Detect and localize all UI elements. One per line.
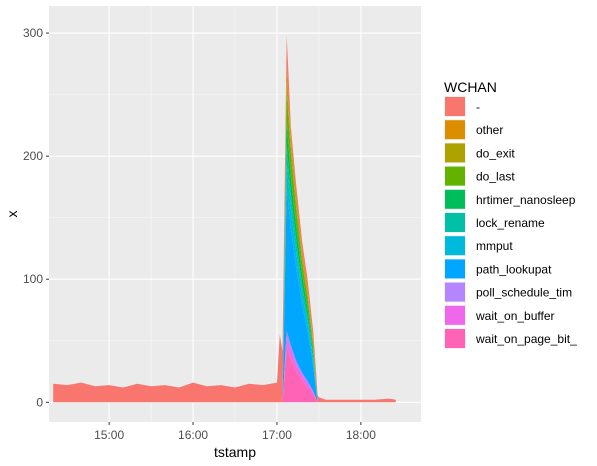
legend-label: poll_schedule_tim (476, 286, 572, 300)
x-tick-label: 17:00 (262, 428, 292, 442)
legend-label: - (476, 100, 480, 114)
y-tick-label: 0 (36, 395, 43, 409)
legend-label: mmput (476, 239, 513, 253)
area-series-6 (53, 164, 396, 403)
legend-key-swatch (445, 143, 465, 163)
legend-key-swatch (445, 213, 465, 232)
legend-key-swatch (445, 329, 465, 348)
legend-key-swatch (445, 282, 465, 302)
area-layers (53, 35, 396, 403)
y-tick-label: 300 (23, 26, 43, 40)
legend-key-swatch (445, 97, 465, 116)
y-tick-label: 200 (23, 149, 43, 163)
legend-key-swatch (445, 189, 465, 209)
legend-label: wait_on_page_bit_ (475, 332, 577, 346)
legend-label: path_lookupat (476, 262, 552, 276)
legend-title: WCHAN (444, 79, 497, 95)
legend-key-swatch (445, 259, 465, 279)
grid-major (49, 6, 421, 422)
x-tick-label: 18:00 (346, 428, 376, 442)
area-series-4 (53, 121, 396, 403)
y-tick-label: 100 (23, 272, 43, 286)
legend-key-swatch (445, 236, 465, 256)
x-tick-label: 16:00 (178, 428, 208, 442)
legend-label: hrtimer_nanosleep (476, 193, 576, 207)
legend-label: do_exit (476, 146, 515, 160)
legend-label: do_last (476, 170, 515, 184)
legend: WCHAN - other do_exit do_last hrtimer_nanosl… (444, 79, 577, 349)
area-series-7 (53, 189, 396, 403)
y-axis-title: x (4, 211, 20, 218)
area-series-5 (53, 146, 396, 403)
x-tick-label: 15:00 (94, 428, 124, 442)
legend-key-swatch (445, 166, 465, 186)
x-axis: 15:00 16:00 17:00 18:00 (94, 422, 376, 442)
legend-label: lock_rename (476, 216, 545, 230)
area-series-3 (53, 90, 396, 403)
x-axis-title: tstamp (214, 444, 256, 460)
legend-label: other (476, 123, 503, 137)
y-axis: 0 100 200 300 (23, 26, 49, 409)
legend-key-swatch (445, 305, 465, 325)
legend-key-swatch (445, 120, 465, 140)
grid-minor (49, 6, 421, 422)
legend-label: wait_on_buffer (475, 309, 555, 323)
area-series-0 (53, 35, 396, 403)
